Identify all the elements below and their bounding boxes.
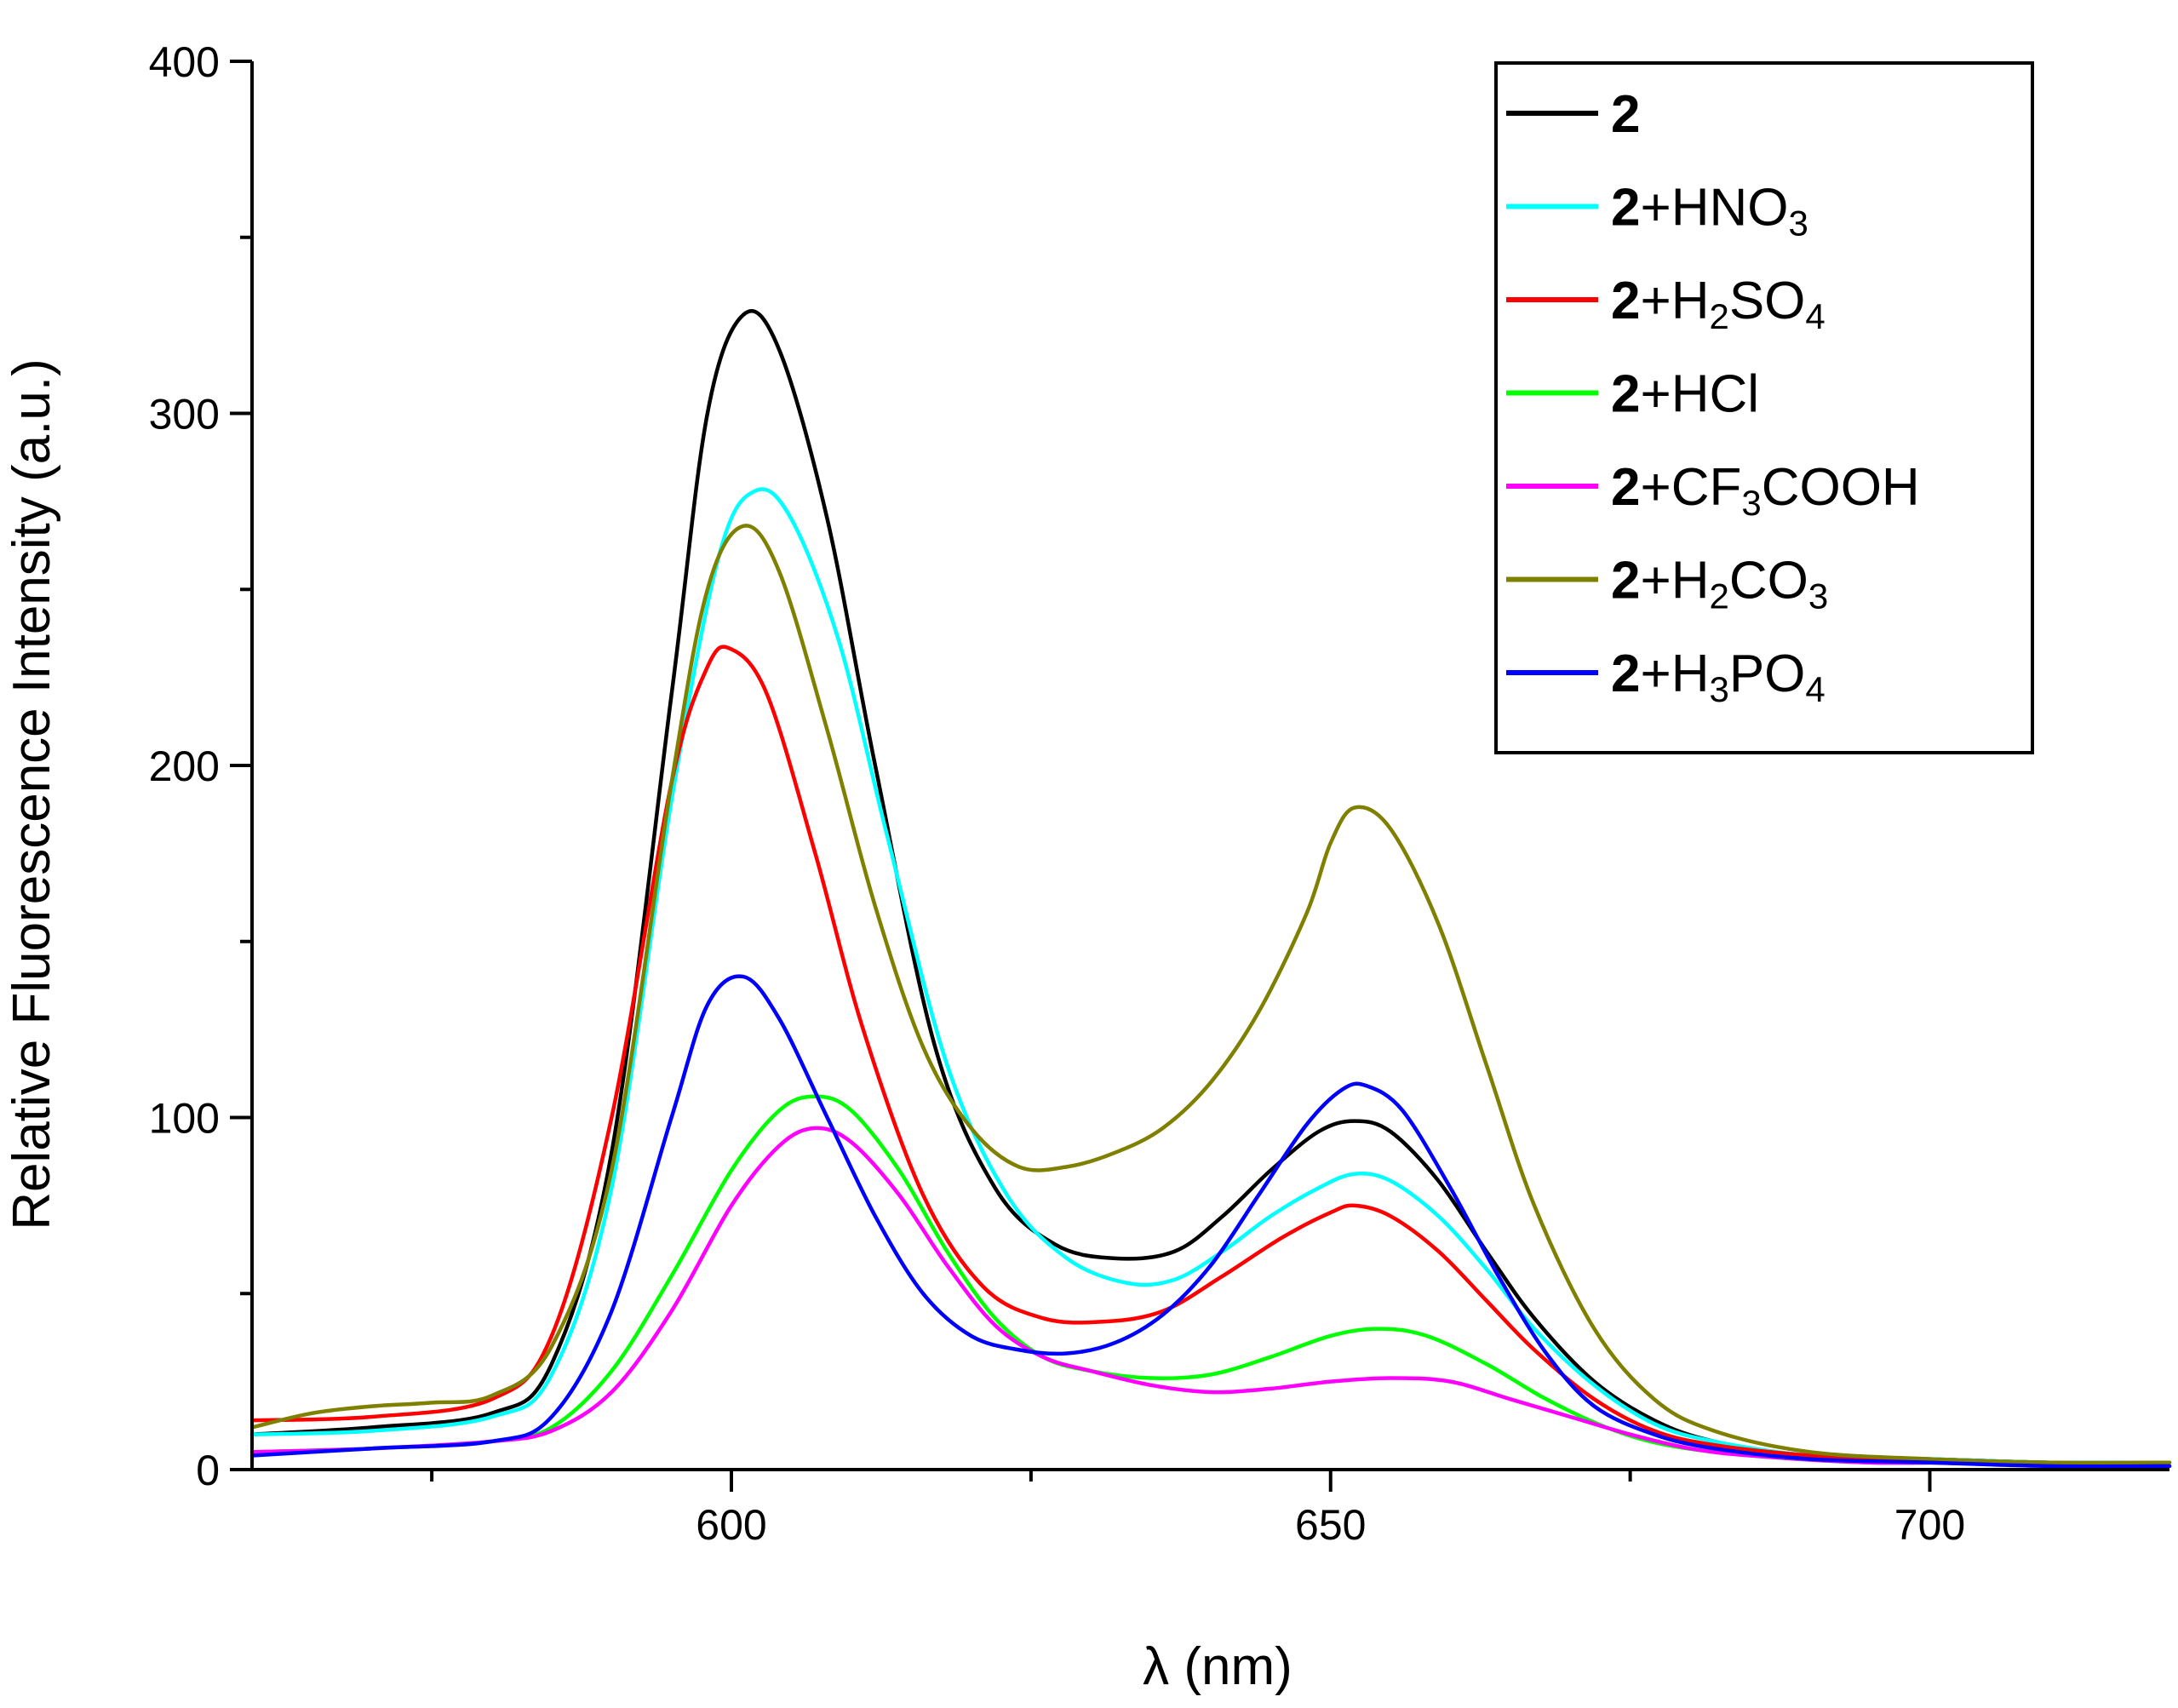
legend-label: 2+CF3COOH	[1611, 458, 1920, 523]
series-line-2	[249, 645, 2172, 1469]
legend-box	[1494, 61, 2034, 754]
plot-lines	[249, 309, 2172, 1469]
legend-label: 2+H3PO4	[1611, 645, 1826, 709]
y-tick-label: 0	[196, 1447, 220, 1494]
legend: 2 2+HNO3 2+H2SO4 2+HCl 2+CF3COOH 2+H2CO3 2+H3P…	[1494, 61, 2034, 754]
y-axis-title: Relative Fluorescence Intensity (a.u.)	[3, 358, 61, 1229]
legend-label: 2+HCl	[1611, 365, 1759, 424]
y-tick-label: 300	[149, 391, 220, 438]
axes: 600 650 700 0 100 200 300 400	[149, 38, 2169, 1549]
y-tick-label: 100	[149, 1095, 220, 1143]
x-tick-label: 600	[696, 1501, 766, 1549]
x-axis-title: λ (nm)	[1143, 1637, 1292, 1696]
series-line-5	[249, 524, 2172, 1465]
x-tick-label: 700	[1894, 1501, 1965, 1549]
y-tick-label: 400	[149, 38, 220, 86]
series-line-3	[249, 1094, 2172, 1469]
series-line-1	[249, 487, 2172, 1465]
legend-label: 2	[1611, 85, 1640, 144]
series-line-6	[249, 974, 2172, 1469]
x-tick-label: 650	[1295, 1501, 1366, 1549]
legend-label: 2+H2CO3	[1611, 552, 1828, 616]
legend-label: 2+H2SO4	[1611, 272, 1826, 336]
series-line-4	[249, 1126, 2172, 1469]
legend-label: 2+HNO3	[1611, 179, 1808, 244]
y-tick-label: 200	[149, 742, 220, 790]
